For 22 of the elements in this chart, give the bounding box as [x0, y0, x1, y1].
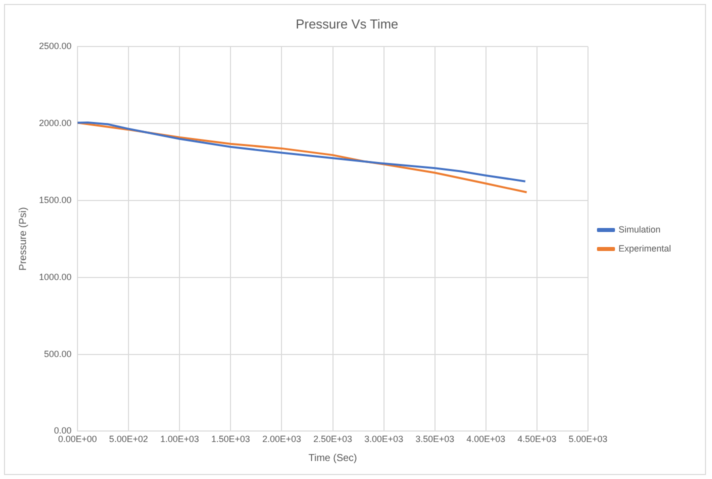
x-tick-label: 3.00E+03 [364, 434, 404, 444]
x-tick-label: 5.00E+03 [568, 434, 608, 444]
x-tick-label: 0.00E+00 [58, 434, 97, 444]
x-tick-label: 3.50E+03 [415, 434, 454, 444]
x-tick-label: 4.00E+03 [466, 434, 506, 444]
x-tick-label: 1.50E+03 [211, 434, 250, 444]
x-tick-label: 5.00E+02 [109, 434, 148, 444]
x-tick-label: 4.50E+03 [518, 434, 556, 444]
legend-label: Experimental [618, 243, 672, 254]
y-tick-label: 0.00 [54, 426, 72, 436]
x-tick-label: 2.50E+03 [313, 434, 352, 444]
y-tick-label: 2000.00 [38, 118, 72, 128]
x-axis-title: Time (Sec) [308, 452, 358, 464]
y-tick-label: 1500.00 [38, 194, 72, 205]
y-axis-title: Pressure (Psi) [18, 207, 29, 271]
y-tick-label: 2500.00 [38, 41, 72, 52]
x-tick-label: 2.00E+03 [262, 434, 302, 444]
chart-title: Pressure Vs Time [296, 16, 398, 32]
y-tick-label: 1000.00 [38, 272, 72, 282]
y-tick-label: 500.00 [44, 348, 72, 359]
x-tick-label: 1.00E+03 [160, 434, 200, 444]
legend-label: Simulation [618, 224, 661, 234]
